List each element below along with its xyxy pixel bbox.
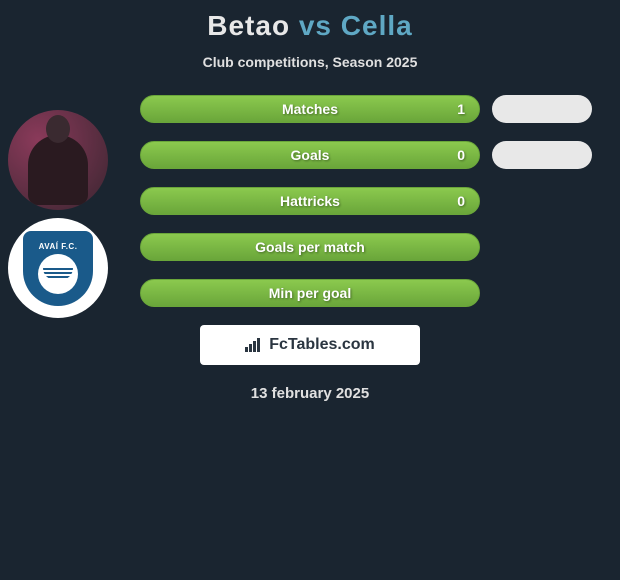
team-badge-text: AVAÍ F.C. — [39, 242, 78, 251]
stat-bar-left: Min per goal — [140, 279, 480, 307]
stat-bar-right — [492, 141, 592, 169]
player2-name: Cella — [341, 10, 413, 41]
subtitle: Club competitions, Season 2025 — [0, 54, 620, 70]
stat-value: 0 — [457, 147, 465, 163]
stat-bar-left: Matches 1 — [140, 95, 480, 123]
branding-box[interactable]: FcTables.com — [200, 325, 420, 365]
stat-bar-left: Hattricks 0 — [140, 187, 480, 215]
stat-label: Min per goal — [269, 285, 351, 301]
stat-bar-left: Goals 0 — [140, 141, 480, 169]
player1-name: Betao — [207, 10, 290, 41]
page-title: Betao vs Cella — [0, 10, 620, 42]
stat-label: Goals per match — [255, 239, 365, 255]
stat-label: Goals — [291, 147, 330, 163]
stat-label: Matches — [282, 101, 338, 117]
chart-icon — [245, 338, 263, 352]
stat-bar-right — [492, 95, 592, 123]
stat-value: 0 — [457, 193, 465, 209]
player1-avatar[interactable] — [8, 110, 108, 210]
player2-avatar[interactable]: AVAÍ F.C. — [8, 218, 108, 318]
avatars-column: AVAÍ F.C. — [8, 110, 108, 326]
stat-label: Hattricks — [280, 193, 340, 209]
date-text: 13 february 2025 — [0, 385, 620, 402]
branding-text: FcTables.com — [269, 336, 375, 354]
stat-value: 1 — [457, 101, 465, 117]
stat-bar-left: Goals per match — [140, 233, 480, 261]
vs-text: vs — [299, 10, 332, 41]
